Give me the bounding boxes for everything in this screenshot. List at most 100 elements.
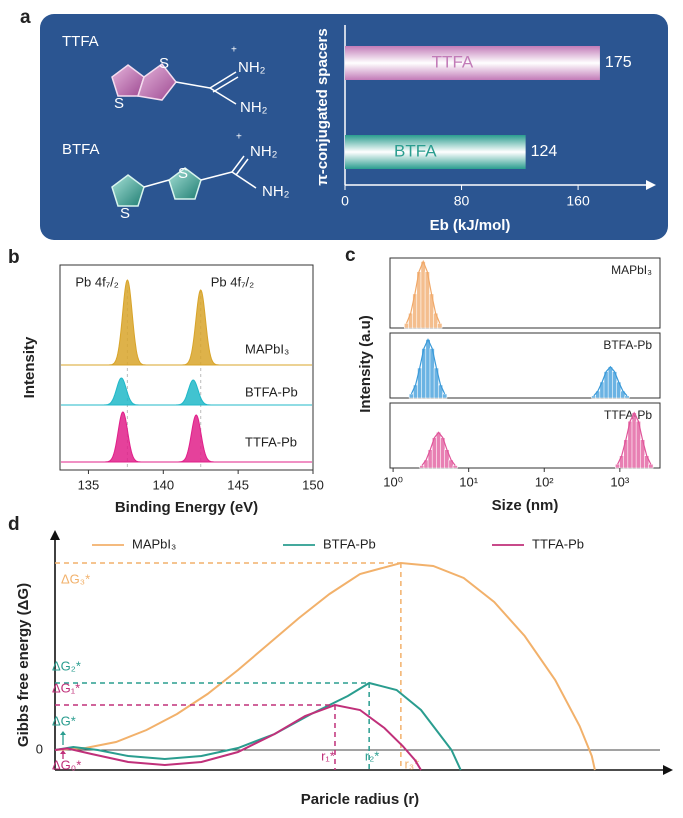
value-label: 124 [531,143,558,160]
bar [345,135,526,169]
x-axis-title: Size (nm) [492,497,559,514]
peak-label: Pb 4f₇/₂ [211,274,254,289]
energy-curve [54,681,462,771]
spectrum-peak [108,279,147,366]
peak-label: Pb 4f₇/₂ [75,274,118,289]
histogram-bar [607,366,613,399]
x-tick-label: 10¹ [459,474,478,489]
x-tick-label: 150 [302,477,324,492]
histogram-bar [452,465,458,469]
x-tick-label: 135 [78,477,100,492]
histogram-bar [624,395,630,399]
x-axis-title: Eb (kJ/mol) [430,217,511,234]
histogram-bar [413,384,419,399]
histogram-bar [631,412,637,469]
histogram-envelope [617,411,652,465]
histogram-bar [644,455,650,469]
bar-label: TTFA [432,52,474,71]
x-tick-label: 10⁰ [383,474,403,489]
histogram-bar [419,465,425,469]
annotation: ΔG* [52,713,76,728]
legend-label: TTFA-Pb [532,536,584,551]
spectrum-peak [177,414,216,463]
annotation: ΔG₀* [52,757,81,772]
subplot-frame [389,332,661,399]
x-tick-label: 160 [566,193,590,209]
atom-label: S [114,95,124,112]
x-tick-label: 10² [535,474,554,489]
histogram-bar [615,463,621,469]
arrow-head [60,731,66,735]
ttfa-structure [111,62,239,105]
x-tick-label: 0 [341,193,349,209]
atom-label: S [178,165,188,182]
histogram-peak [615,411,654,469]
panel-label: a [20,7,31,28]
histogram-bar [436,431,442,469]
btfa-structure [111,155,257,207]
y-axis-title: Gibbs free energy (ΔG) [15,583,32,747]
plot-frame [59,264,314,471]
y-axis-title: Intensity [21,336,38,398]
arrow-head [60,750,66,754]
x-axis-title: Binding Energy (eV) [115,499,258,516]
histogram-envelope [421,431,456,466]
legend-label: BTFA-Pb [323,536,376,551]
histogram-peak [403,259,443,329]
series-label: BTFA-Pb [245,384,298,399]
x-tick-label: 140 [152,477,174,492]
series-label: MAPbI₃ [245,341,289,356]
peak-label: ΔG₃* [61,571,90,586]
histogram-peak [591,365,630,399]
atom-label: + [231,45,237,56]
histogram-bar [403,323,410,329]
peak-label: ΔG₁* [52,680,80,695]
atom-label: NH₂ [238,59,266,76]
panel-label: b [8,247,20,268]
histogram-envelope [593,365,628,397]
histogram-bar [648,463,654,469]
x-tick-label: 145 [227,477,249,492]
histogram-bar [442,393,448,399]
histogram-bar [408,393,414,399]
radius-label: r₁* [321,748,335,763]
bar-label: BTFA [394,141,437,160]
y-tick-label: 0 [36,741,43,756]
spectrum-peak [174,379,213,406]
energy-curve [54,703,422,771]
subplot-frame [389,402,661,469]
value-label: 175 [605,54,632,71]
series-label: TTFA-Pb [245,434,297,449]
atom-label: NH₂ [262,183,290,200]
y-axis-title: Intensity (a.u) [357,315,374,413]
axis-arrow [646,180,656,190]
x-tick-label: 80 [454,193,470,209]
histogram-bar [437,323,443,329]
molecule-name: TTFA [62,33,99,50]
histogram-bar [591,395,597,399]
histogram-bar [420,261,426,329]
series-label: MAPbI₃ [611,263,652,277]
y-axis-title: π-conjugated spacers [314,28,331,185]
atom-label: NH₂ [240,99,268,116]
axis-arrow [50,530,60,540]
bar [345,46,600,80]
legend-label: MAPbI₃ [132,536,176,551]
histogram-bar [425,339,431,399]
spectrum-peak [181,289,220,366]
radius-label: r₂* [365,748,379,763]
histogram-peak [419,431,458,469]
energy-curve [54,561,596,771]
molecule-name: BTFA [62,141,100,158]
x-axis-title: Paricle radius (r) [301,791,419,808]
atom-label: S [159,55,169,72]
atom-label: + [236,132,242,143]
histogram-bar [408,312,414,329]
spectrum-peak [103,411,142,463]
subplot-frame [389,257,661,329]
spectrum-peak [102,377,141,406]
histogram-envelope [410,338,446,395]
x-tick-label: 10³ [610,474,629,489]
series-label: TTFA-Pb [604,408,652,422]
